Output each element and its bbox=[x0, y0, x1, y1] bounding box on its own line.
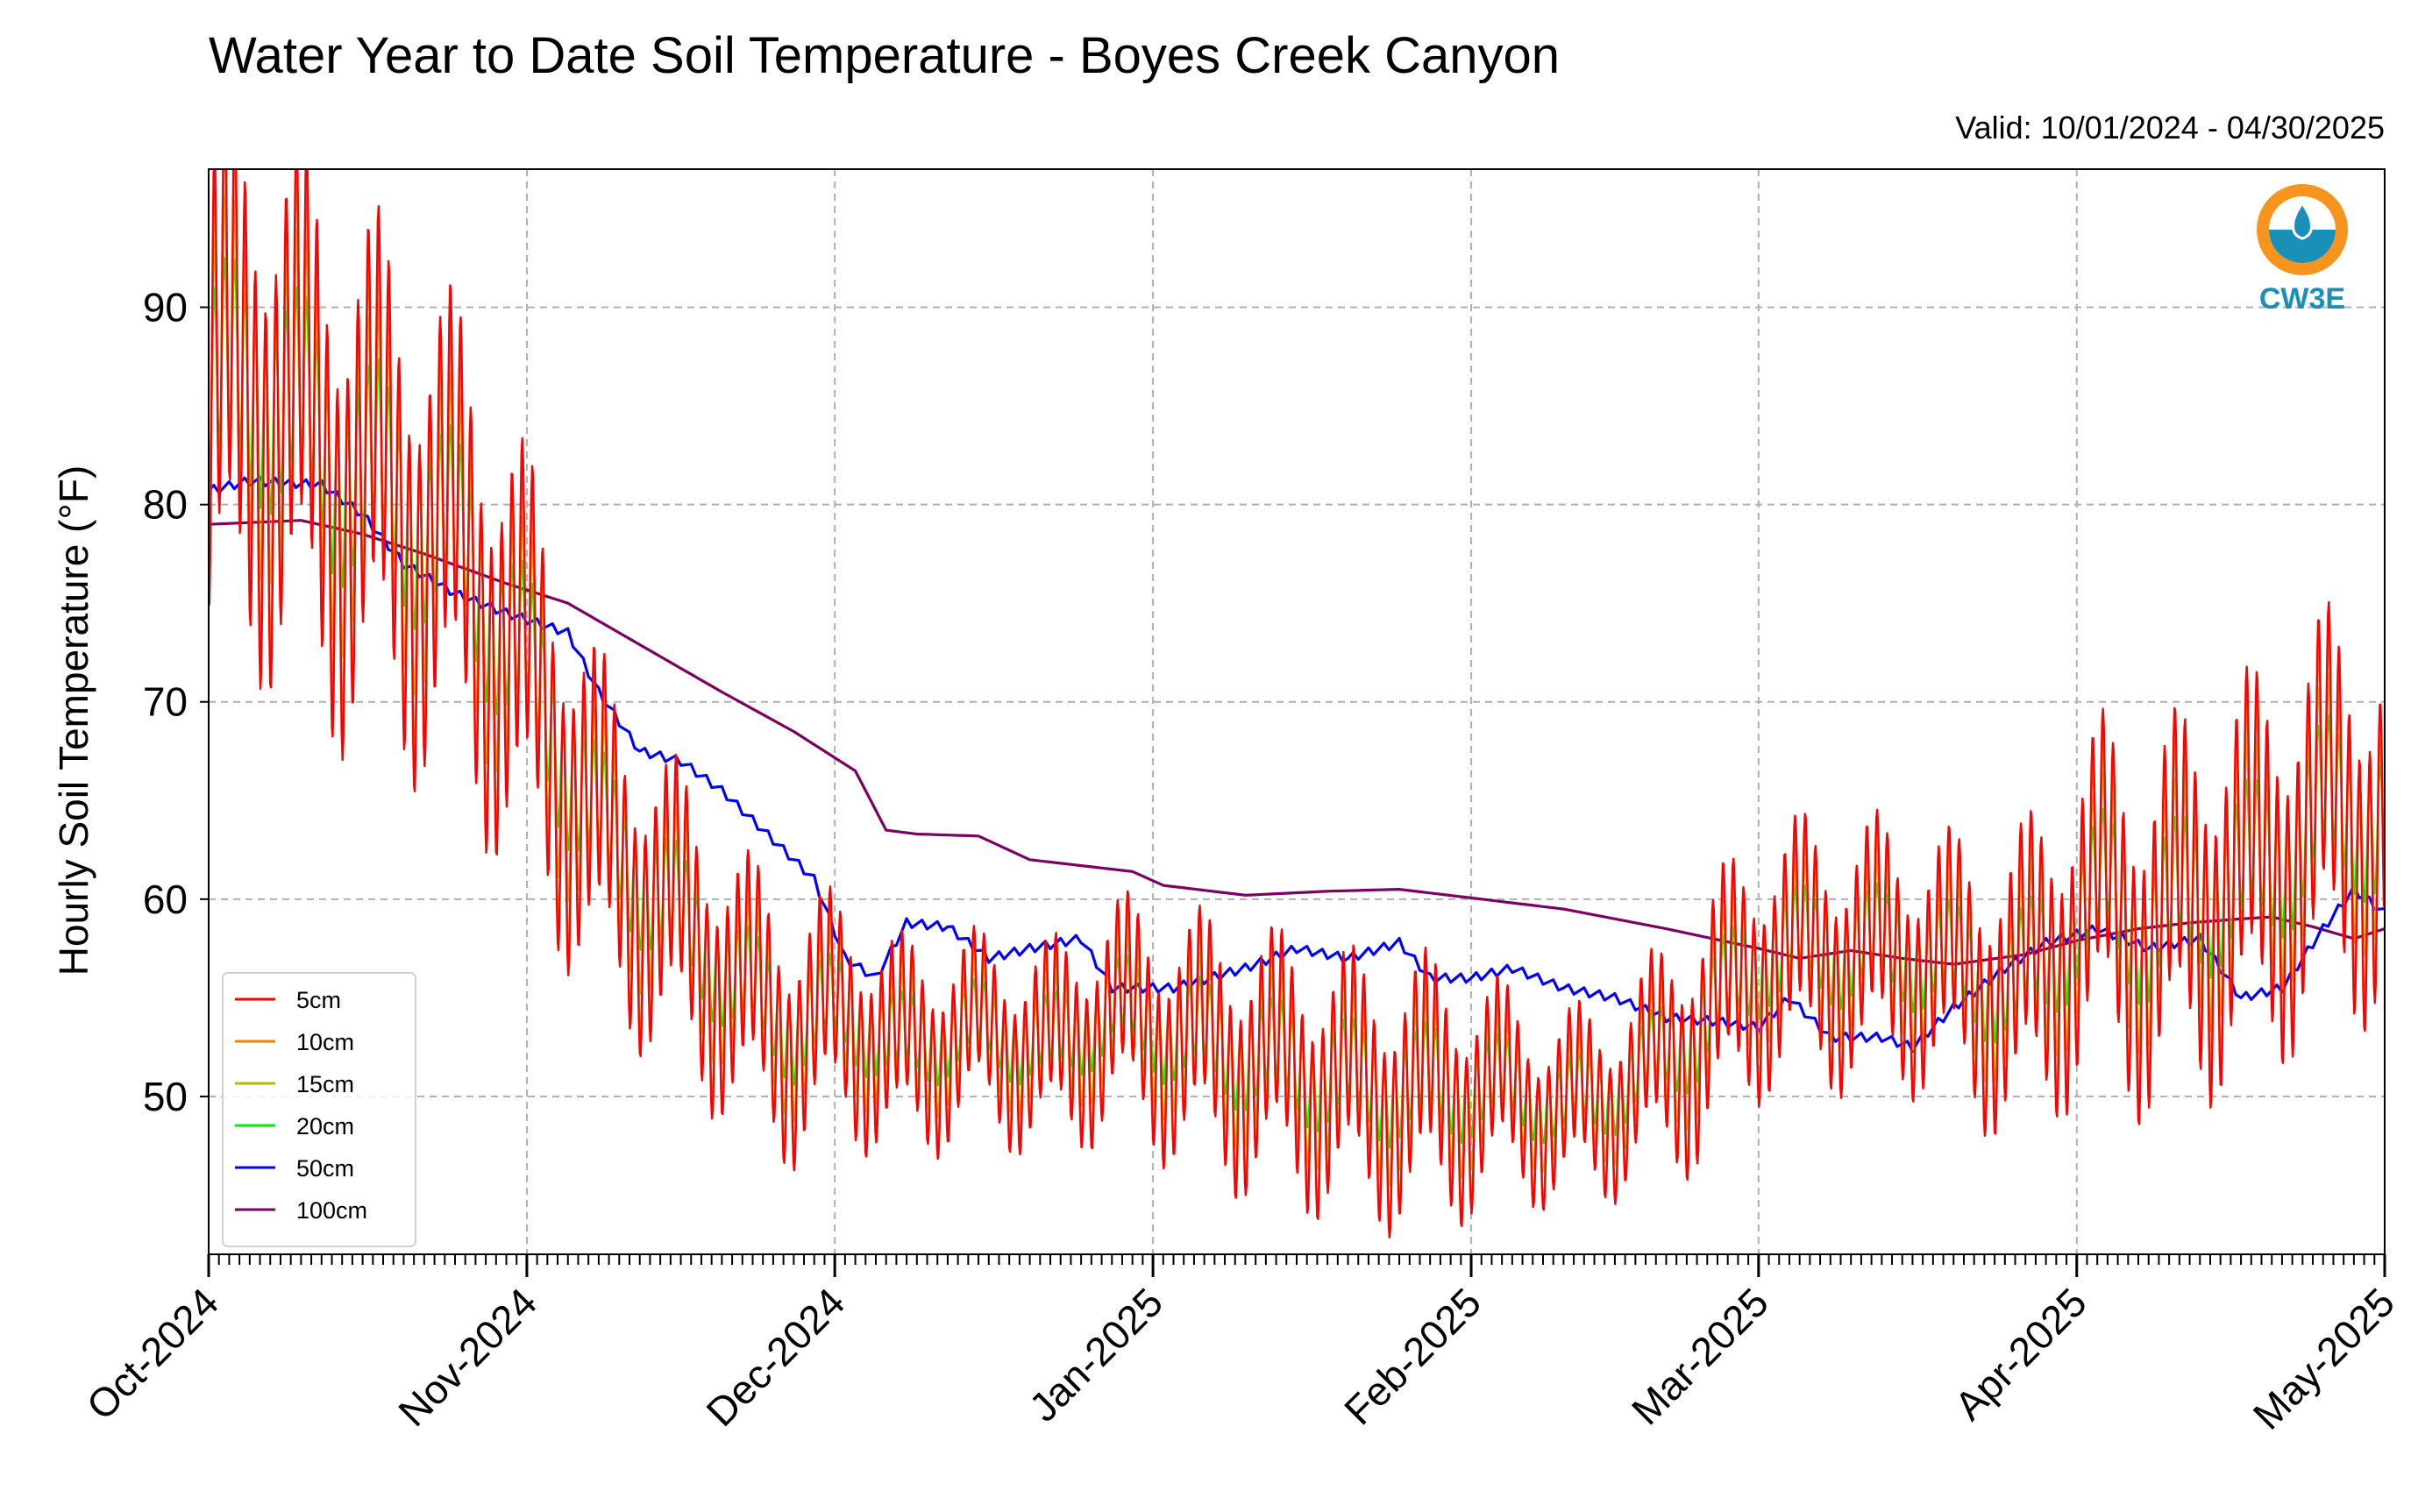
x-tick-label: Jan-2025 bbox=[1021, 1279, 1171, 1430]
chart-title: Water Year to Date Soil Temperature - Bo… bbox=[209, 27, 1560, 84]
logo-drop-icon bbox=[2292, 201, 2313, 240]
logo-text: CW3E bbox=[2259, 282, 2345, 316]
legend-label-100cm: 100cm bbox=[296, 1197, 367, 1224]
legend-label-10cm: 10cm bbox=[296, 1029, 354, 1055]
y-tick-label: 50 bbox=[143, 1074, 188, 1119]
legend-label-20cm: 20cm bbox=[296, 1113, 354, 1139]
series-line-50cm bbox=[209, 475, 2385, 1054]
y-tick-label: 90 bbox=[143, 285, 188, 330]
legend-label-5cm: 5cm bbox=[296, 987, 341, 1013]
series-group bbox=[209, 169, 2385, 1239]
valid-date-range: Valid: 10/01/2024 - 04/30/2025 bbox=[1955, 110, 2385, 146]
axis-ticks: 50 60 70 80 90 Oct-2024 Nov-2024 Dec-2024 Jan-20… bbox=[78, 285, 2404, 1438]
logo-water-icon bbox=[2269, 230, 2336, 263]
legend: 5cm 10cm 15cm 20cm 50cm 100cm bbox=[222, 972, 416, 1247]
cw3e-logo: CW3E bbox=[2257, 184, 2348, 316]
legend-label-15cm: 15cm bbox=[296, 1071, 354, 1097]
series-line-100cm bbox=[209, 519, 2385, 966]
x-tick-label: Feb-2025 bbox=[1335, 1279, 1490, 1433]
y-tick-label: 60 bbox=[143, 877, 188, 922]
y-tick-label: 80 bbox=[143, 482, 188, 528]
x-tick-label: Apr-2025 bbox=[1945, 1279, 2095, 1429]
x-tick-label: Oct-2024 bbox=[78, 1279, 228, 1429]
x-tick-label: Nov-2024 bbox=[389, 1279, 545, 1435]
series-line-5cm bbox=[209, 169, 2385, 1239]
legend-label-50cm: 50cm bbox=[296, 1155, 354, 1182]
x-tick-label: May-2025 bbox=[2244, 1279, 2403, 1437]
x-tick-label: Mar-2025 bbox=[1623, 1279, 1777, 1433]
x-tick-label: Dec-2024 bbox=[697, 1279, 853, 1435]
y-tick-label: 70 bbox=[143, 679, 188, 725]
